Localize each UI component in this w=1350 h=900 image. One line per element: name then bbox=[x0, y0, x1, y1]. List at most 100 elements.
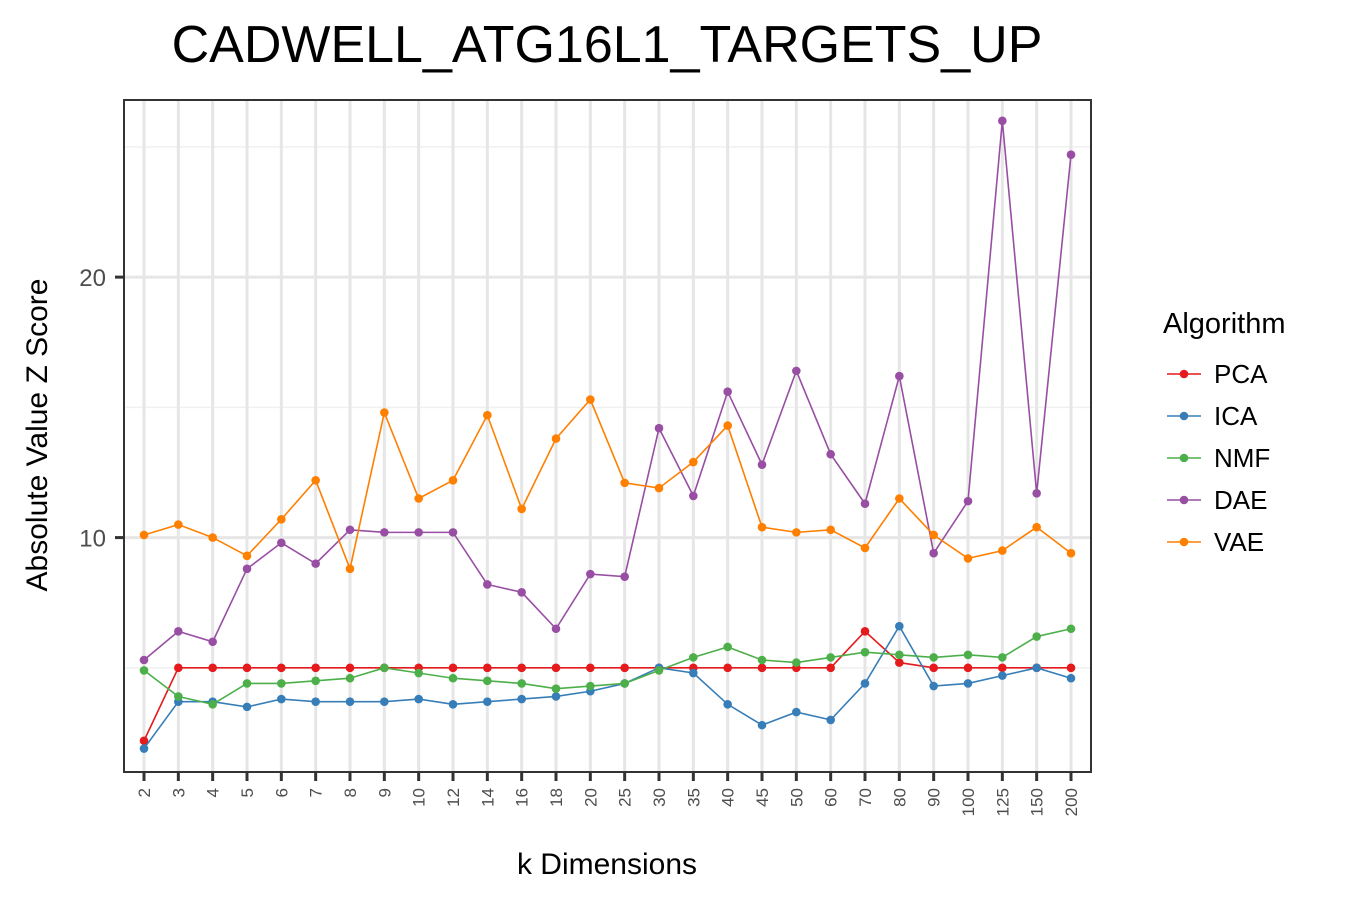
data-point-ica bbox=[895, 621, 904, 631]
data-point-nmf bbox=[620, 679, 629, 688]
data-point-dae bbox=[689, 491, 698, 501]
data-point-ica bbox=[551, 692, 561, 701]
series-line-nmf bbox=[143, 627, 1072, 706]
legend-key-point bbox=[1179, 495, 1189, 505]
data-point-ica bbox=[757, 720, 767, 730]
data-point-vae bbox=[929, 530, 938, 540]
x-tick-label: 35 bbox=[684, 788, 703, 807]
x-tick-label: 12 bbox=[444, 788, 463, 807]
data-point-pca bbox=[963, 663, 973, 673]
data-point-dae bbox=[895, 371, 904, 381]
data-point-ica bbox=[311, 697, 320, 706]
series-line-pca bbox=[143, 630, 1071, 742]
data-point-nmf bbox=[1066, 624, 1076, 634]
data-point-vae bbox=[551, 434, 561, 443]
data-point-ica bbox=[483, 697, 492, 706]
data-point-ica bbox=[242, 702, 252, 712]
data-point-nmf bbox=[139, 666, 149, 675]
data-point-vae bbox=[345, 564, 355, 574]
data-point-vae bbox=[860, 543, 870, 553]
legend-label: ICA bbox=[1214, 401, 1258, 431]
data-point-dae bbox=[654, 423, 664, 433]
data-point-dae bbox=[1066, 150, 1076, 159]
legend-key-point bbox=[1179, 453, 1189, 463]
data-point-pca bbox=[723, 663, 732, 673]
x-tick-label: 60 bbox=[822, 788, 841, 807]
data-point-dae bbox=[1032, 489, 1041, 498]
legend-label: NMF bbox=[1214, 443, 1270, 473]
x-tick-label: 6 bbox=[272, 788, 291, 797]
data-point-vae bbox=[757, 522, 767, 532]
data-point-dae bbox=[448, 528, 458, 537]
data-point-dae bbox=[998, 116, 1007, 126]
data-point-vae bbox=[620, 478, 629, 488]
data-point-vae bbox=[998, 546, 1007, 555]
data-point-ica bbox=[380, 697, 389, 706]
x-tick-label: 30 bbox=[650, 788, 669, 807]
data-point-nmf bbox=[517, 679, 526, 688]
data-point-nmf bbox=[998, 653, 1007, 662]
data-point-vae bbox=[792, 528, 801, 537]
x-tick-label: 9 bbox=[375, 788, 394, 797]
data-point-pca bbox=[345, 663, 355, 673]
x-tick-label: 4 bbox=[204, 788, 223, 797]
data-point-ica bbox=[963, 679, 973, 688]
data-point-dae bbox=[174, 627, 183, 636]
data-point-nmf bbox=[792, 658, 801, 667]
data-point-nmf bbox=[860, 647, 870, 657]
x-tick-label: 7 bbox=[307, 788, 326, 797]
data-point-vae bbox=[826, 525, 835, 535]
data-point-pca bbox=[826, 663, 835, 673]
legend-key-point bbox=[1179, 369, 1189, 379]
x-tick-label: 70 bbox=[856, 788, 875, 807]
data-point-nmf bbox=[174, 692, 183, 701]
data-point-pca bbox=[311, 663, 320, 673]
data-point-dae bbox=[483, 580, 492, 589]
x-tick-label: 150 bbox=[1028, 788, 1047, 816]
data-point-ica bbox=[277, 694, 286, 704]
data-point-pca bbox=[483, 663, 492, 673]
data-point-pca bbox=[929, 663, 938, 673]
x-tick-label: 14 bbox=[478, 788, 497, 807]
data-point-vae bbox=[1032, 522, 1041, 532]
x-tick-label: 2 bbox=[135, 788, 154, 797]
data-point-ica bbox=[139, 744, 149, 753]
panel-border bbox=[123, 99, 1092, 773]
data-point-ica bbox=[998, 671, 1007, 680]
data-point-nmf bbox=[586, 681, 595, 691]
data-point-ica bbox=[792, 707, 801, 717]
data-point-vae bbox=[208, 533, 217, 542]
data-point-nmf bbox=[448, 673, 458, 683]
data-point-dae bbox=[345, 525, 355, 535]
data-point-ica bbox=[723, 699, 732, 709]
data-point-nmf bbox=[689, 653, 698, 662]
x-tick-label: 125 bbox=[993, 788, 1012, 816]
data-point-nmf bbox=[345, 673, 355, 683]
data-point-dae bbox=[208, 637, 217, 647]
x-tick-label: 25 bbox=[616, 788, 635, 807]
data-point-dae bbox=[826, 449, 835, 459]
data-point-ica bbox=[860, 679, 870, 688]
data-point-dae bbox=[517, 587, 526, 597]
data-point-nmf bbox=[414, 668, 423, 678]
data-point-vae bbox=[689, 457, 698, 467]
x-tick-label: 40 bbox=[719, 788, 738, 807]
data-point-dae bbox=[380, 528, 389, 537]
x-tick-label: 45 bbox=[753, 788, 772, 807]
data-point-ica bbox=[1066, 673, 1076, 683]
data-point-pca bbox=[277, 663, 286, 673]
data-point-ica bbox=[1032, 663, 1041, 673]
data-point-vae bbox=[483, 410, 492, 420]
data-point-nmf bbox=[242, 679, 252, 688]
data-point-pca bbox=[448, 663, 458, 673]
x-tick-label: 8 bbox=[341, 788, 360, 797]
data-point-ica bbox=[345, 697, 355, 706]
legend-key-point bbox=[1179, 411, 1189, 421]
legend-label: DAE bbox=[1214, 485, 1267, 515]
data-point-dae bbox=[963, 496, 973, 506]
legend-label: PCA bbox=[1214, 359, 1268, 389]
data-point-dae bbox=[414, 528, 423, 537]
data-point-dae bbox=[551, 624, 561, 634]
data-point-nmf bbox=[311, 676, 320, 686]
